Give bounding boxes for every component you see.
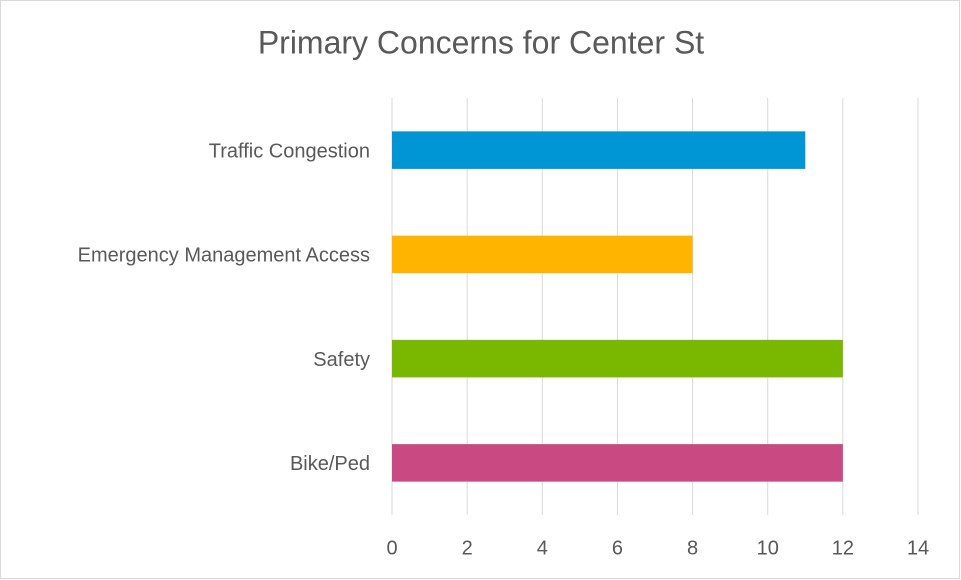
- y-tick-label: Traffic Congestion: [209, 140, 370, 162]
- x-tick-label: 14: [907, 537, 929, 559]
- bar: [392, 339, 843, 378]
- x-tick-label: 4: [537, 537, 548, 559]
- y-tick-label: Safety: [313, 349, 370, 371]
- x-tick-label: 0: [386, 537, 397, 559]
- x-tick-label: 12: [832, 537, 854, 559]
- chart-title: Primary Concerns for Center St: [258, 24, 704, 60]
- y-tick-label: Bike/Ped: [290, 453, 370, 475]
- x-tick-label: 2: [462, 537, 473, 559]
- bar: [392, 444, 843, 482]
- bar: [392, 235, 693, 274]
- x-tick-label: 6: [612, 537, 623, 559]
- x-tick-label: 10: [757, 537, 779, 559]
- x-tick-label: 8: [687, 537, 698, 559]
- y-tick-label: Emergency Management Access: [78, 245, 370, 267]
- bar: [392, 131, 806, 169]
